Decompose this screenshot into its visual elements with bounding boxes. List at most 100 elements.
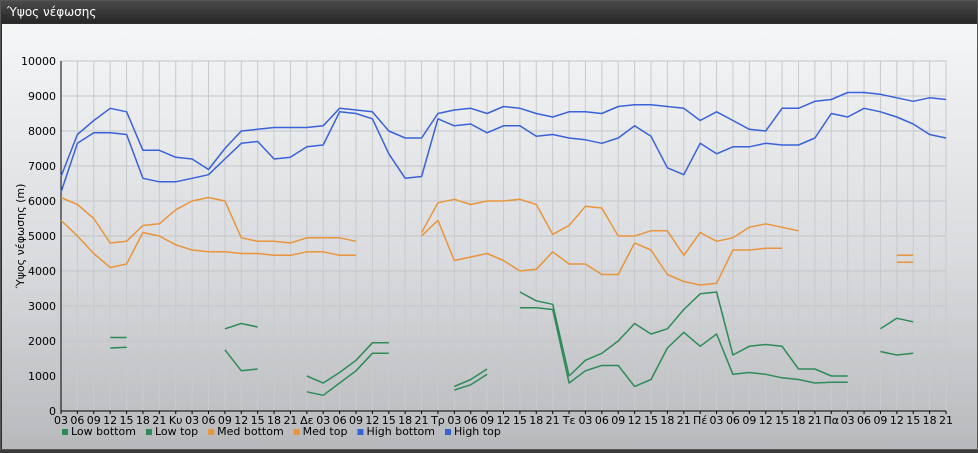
legend-label: High bottom <box>366 425 435 438</box>
x-tick-label: 15 <box>120 414 134 427</box>
y-tick-label: 4000 <box>28 265 56 278</box>
legend: Low bottom Low top Med bottom Med top High b… <box>62 425 501 438</box>
x-tick-label: Κυ <box>169 414 183 427</box>
x-tick-label: 21 <box>677 414 691 427</box>
x-tick-label: 09 <box>873 414 887 427</box>
x-axis: 03 06 09 12 15 18 21 Κυ 03 06 09 12 15 18 21 Δε 03 06 09 12… <box>54 410 953 427</box>
x-tick-label: 21 <box>939 414 953 427</box>
x-tick-label: 12 <box>497 414 511 427</box>
legend-label: Med bottom <box>217 425 284 438</box>
y-tick-label: 8000 <box>28 125 56 138</box>
series-line-low-top <box>519 291 848 377</box>
legend-label: Low bottom <box>71 425 136 438</box>
legend-label: High top <box>454 425 501 438</box>
x-tick-label: Πα <box>824 414 840 427</box>
x-tick-label: 21 <box>415 414 429 427</box>
x-tick-label: 18 <box>923 414 937 427</box>
series-line-med-top <box>420 198 799 257</box>
legend-swatch <box>145 429 152 435</box>
y-tick-label: 1000 <box>28 370 56 383</box>
window-titlebar: Ύψος νέφωσης <box>1 1 977 23</box>
x-tick-label: 06 <box>726 414 740 427</box>
series-line-high-top <box>60 91 947 177</box>
x-tick-label: 09 <box>349 414 363 427</box>
legend-swatch <box>357 429 364 435</box>
series-lines <box>60 91 947 397</box>
x-tick-label: 12 <box>759 414 773 427</box>
x-tick-label: Τρ <box>430 414 445 427</box>
x-tick-label: 18 <box>398 414 412 427</box>
x-tick-label: 06 <box>595 414 609 427</box>
legend-swatch <box>293 429 300 435</box>
x-tick-label: 15 <box>906 414 920 427</box>
x-tick-label: 18 <box>660 414 674 427</box>
series-line-low-bottom <box>454 373 488 391</box>
x-tick-label: 15 <box>513 414 527 427</box>
series-line-low-top <box>879 317 914 330</box>
series-line-med-bottom <box>60 219 356 269</box>
x-tick-label: 12 <box>628 414 642 427</box>
x-tick-label: 15 <box>382 414 396 427</box>
x-tick-label: 03 <box>710 414 724 427</box>
x-tick-label: 21 <box>546 414 560 427</box>
x-tick-label: 06 <box>202 414 216 427</box>
y-tick-label: 9000 <box>28 90 56 103</box>
legend-label: Med top <box>303 425 348 438</box>
x-tick-label: 03 <box>54 414 68 427</box>
y-axis: 0 1000 2000 3000 4000 5000 6000 7000 8000 9000 100… <box>21 55 62 418</box>
cloud-height-chart: 0 1000 2000 3000 4000 5000 6000 7000 8000 9000 100… <box>14 55 953 438</box>
chart-panel: 0 1000 2000 3000 4000 5000 6000 7000 8000 9000 100… <box>2 24 977 449</box>
x-tick-label: Πέ <box>693 414 707 427</box>
x-tick-label: Τε <box>562 414 576 427</box>
series-line-low-bottom <box>224 349 258 372</box>
x-tick-label: 18 <box>792 414 806 427</box>
x-tick-label: 03 <box>447 414 461 427</box>
x-tick-label: 09 <box>480 414 494 427</box>
x-tick-label: 03 <box>841 414 855 427</box>
x-tick-label: 15 <box>644 414 658 427</box>
y-tick-label: 0 <box>49 405 56 418</box>
x-tick-label: Δε <box>300 414 314 427</box>
x-tick-label: 06 <box>857 414 871 427</box>
x-tick-label: 21 <box>283 414 297 427</box>
x-tick-label: 21 <box>152 414 166 427</box>
legend-swatch <box>445 429 451 435</box>
x-tick-label: 18 <box>529 414 543 427</box>
x-tick-label: 18 <box>267 414 281 427</box>
y-tick-label: 6000 <box>28 195 56 208</box>
series-line-low-bottom <box>880 350 914 356</box>
x-tick-label: 15 <box>775 414 789 427</box>
x-tick-label: 06 <box>464 414 478 427</box>
legend-swatch <box>208 429 215 435</box>
series-line-high-bottom <box>60 107 947 193</box>
x-tick-label: 03 <box>316 414 330 427</box>
x-tick-label: 15 <box>251 414 265 427</box>
series-line-low-bottom <box>110 346 127 349</box>
legend-label: Low top <box>155 425 198 438</box>
x-tick-label: 06 <box>333 414 347 427</box>
x-tick-label: 12 <box>365 414 379 427</box>
series-line-med-bottom <box>421 219 783 286</box>
x-tick-label: 03 <box>578 414 592 427</box>
window-title: Ύψος νέφωσης <box>7 5 97 19</box>
series-line-low-bottom <box>519 307 848 388</box>
x-tick-label: 09 <box>87 414 101 427</box>
x-tick-label: 09 <box>742 414 756 427</box>
x-tick-label: 09 <box>218 414 232 427</box>
y-tick-label: 2000 <box>28 335 56 348</box>
series-line-low-top <box>224 322 258 330</box>
y-tick-label: 5000 <box>28 230 56 243</box>
series-line-med-top <box>60 196 357 244</box>
series-line-low-top <box>306 342 389 384</box>
series-line-low-top <box>454 368 488 388</box>
x-tick-label: 09 <box>611 414 625 427</box>
x-tick-label: 18 <box>136 414 150 427</box>
x-tick-label: 12 <box>234 414 248 427</box>
y-tick-label: 3000 <box>28 300 56 313</box>
x-tick-label: 03 <box>185 414 199 427</box>
series-line-low-bottom <box>306 352 389 397</box>
grid <box>60 60 947 412</box>
x-tick-label: 12 <box>890 414 904 427</box>
x-tick-label: 21 <box>808 414 822 427</box>
